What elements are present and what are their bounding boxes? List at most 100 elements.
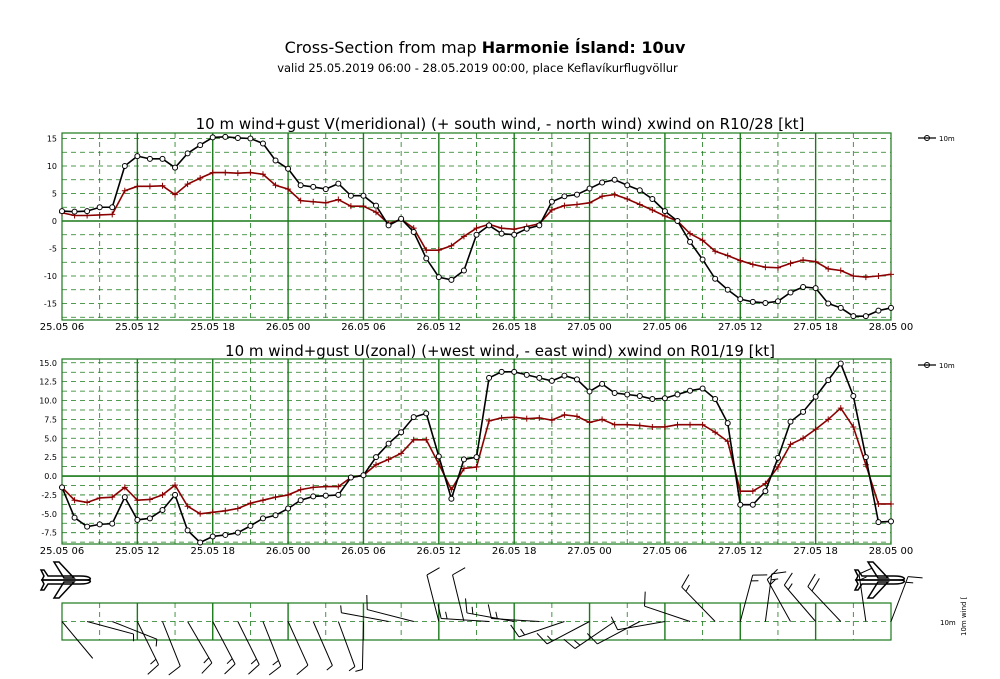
wind-barb-half-feather	[685, 584, 690, 592]
wind-point	[335, 491, 342, 498]
gust-point	[511, 414, 518, 421]
wind-barb-feather	[168, 665, 181, 676]
wind-point	[259, 515, 266, 522]
gust-point	[197, 175, 204, 182]
wind-point	[96, 204, 103, 211]
wind-barb-feather	[807, 573, 816, 587]
wind-barb	[466, 612, 515, 622]
panel1-series	[59, 133, 894, 320]
wind-barb-feather	[681, 574, 690, 588]
wind-point	[435, 453, 442, 460]
x-tick-label: 27.05 12	[718, 546, 763, 557]
wind-barb-feather	[811, 578, 820, 592]
wind-barb	[644, 605, 691, 622]
gust-point	[134, 183, 141, 190]
wind-point	[473, 231, 480, 238]
gust-point	[536, 414, 543, 421]
gust-point	[837, 267, 844, 274]
gust-point	[297, 486, 304, 493]
wind-point	[724, 286, 731, 293]
wind-barb	[518, 621, 565, 638]
wind-barb-half-feather	[770, 578, 779, 581]
x-tick-label: 26.05 00	[266, 546, 311, 557]
wind-point	[825, 377, 832, 384]
wind-point	[862, 313, 869, 320]
wind-point	[435, 274, 442, 281]
gust-point	[435, 247, 442, 254]
wind-point	[636, 187, 643, 194]
wind-point	[687, 387, 694, 394]
wind-point	[800, 408, 807, 415]
wind-barb	[546, 621, 590, 645]
gust-point	[611, 421, 618, 428]
wind-point	[121, 494, 128, 501]
gust-point	[498, 414, 505, 421]
wind-point	[247, 522, 254, 529]
gust-point	[737, 257, 744, 264]
wind-barb-feather	[563, 638, 576, 649]
wind-barb-feather	[586, 633, 598, 645]
x-tick-label: 26.05 00	[266, 322, 311, 333]
wind-point	[862, 454, 869, 461]
gust-point	[285, 491, 292, 498]
runway-airplane-icon-right	[853, 561, 906, 599]
wind-point	[624, 391, 631, 398]
wind-point	[222, 133, 229, 140]
wind-point	[661, 208, 668, 215]
gust-point	[561, 411, 568, 418]
gust-point	[197, 510, 204, 517]
wind-barb-half-feather	[445, 611, 448, 620]
wind-point	[486, 374, 493, 381]
wind-point	[360, 472, 367, 479]
wind-barbs	[61, 567, 923, 676]
wind-point	[888, 518, 894, 525]
wind-point	[649, 196, 656, 202]
figure-subtitle: valid 25.05.2019 06:00 - 28.05.2019 00:0…	[277, 61, 678, 75]
wind-barb	[312, 621, 333, 666]
gust-point	[146, 183, 153, 190]
wind-point	[234, 529, 241, 536]
gust-point	[674, 421, 681, 428]
wind-barb-feather	[487, 604, 492, 619]
runway-airplane-icon-left	[39, 561, 92, 599]
wind-point	[548, 377, 555, 384]
gust-point	[172, 482, 179, 489]
gust-point	[774, 264, 781, 271]
gust-point	[71, 497, 78, 504]
x-tick-label: 26.05 12	[417, 546, 462, 557]
y-tick-label: -10	[44, 272, 57, 281]
wind-point	[109, 520, 116, 527]
panel2-series	[59, 360, 894, 546]
wind-barb	[766, 579, 791, 622]
gust-point	[310, 484, 317, 491]
gust-point	[749, 261, 756, 268]
gust-point	[812, 426, 819, 433]
wind-point	[699, 385, 706, 392]
wind-point	[297, 182, 304, 189]
gust-point	[84, 499, 91, 506]
gust-point	[712, 429, 719, 436]
wind-barb-half-feather	[150, 658, 157, 665]
gust-point	[699, 421, 706, 428]
wind-point	[875, 519, 882, 526]
wind-point	[209, 533, 216, 540]
gust-point	[699, 237, 706, 244]
wind-point	[197, 142, 204, 149]
wind-point	[611, 176, 618, 183]
x-tick-label: 26.05 06	[341, 546, 386, 557]
wind-barb	[597, 621, 641, 645]
gust-point	[448, 242, 455, 249]
y-tick-label: 10	[47, 162, 57, 171]
gust-point	[649, 207, 656, 213]
gust-point	[259, 497, 266, 504]
y-tick-label: 0.0	[44, 472, 57, 481]
wind-barb	[681, 586, 716, 622]
gust-point	[599, 193, 606, 200]
gust-point	[184, 181, 191, 188]
wind-point	[59, 484, 65, 491]
y-tick-label: 2.5	[44, 453, 57, 462]
wind-barb	[287, 621, 309, 666]
gust-point	[121, 484, 128, 491]
wind-point	[498, 230, 505, 237]
wind-barb	[617, 621, 665, 631]
